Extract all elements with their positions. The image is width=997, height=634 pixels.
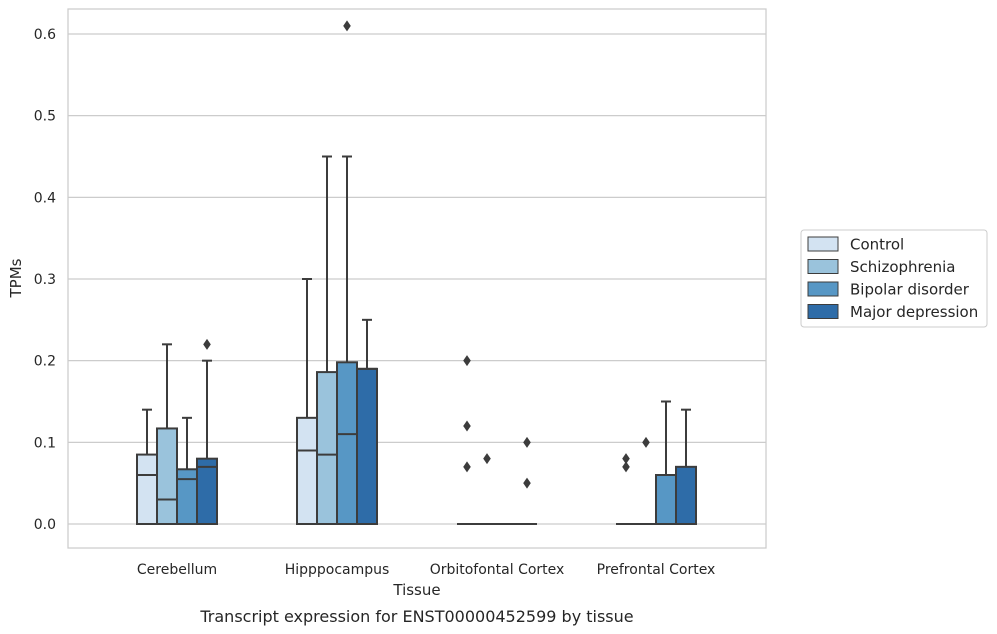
x-tick-label: Prefrontal Cortex [597, 562, 716, 578]
plot-area-frame [67, 8, 767, 549]
grid-lines [68, 33, 766, 525]
box-body [296, 416, 318, 526]
box-schizophrenia [636, 436, 656, 525]
box-major-depression [517, 436, 537, 525]
legend-label: Major depression [850, 303, 978, 321]
y-tick-label: 0.3 [34, 272, 56, 288]
x-tick-label: Hipppocampus [285, 562, 390, 578]
box-body [176, 468, 198, 525]
x-axis-label: Tissue [392, 581, 440, 599]
box-bipolar-disorder [336, 20, 358, 525]
y-tick-label: 0.4 [34, 190, 56, 206]
legend-label: Bipolar disorder [850, 281, 970, 299]
legend-label: Schizophrenia [850, 258, 955, 276]
box-body [675, 465, 697, 526]
outlier-point [483, 453, 491, 465]
x-axis-ticks: Cerebellum Hipppocampus Orbitofontal Corte… [137, 562, 715, 578]
chart-caption: Transcript expression for ENST0000045259… [199, 607, 633, 626]
y-tick-label: 0.0 [34, 517, 56, 533]
legend-swatch [807, 281, 839, 297]
box-major-depression [196, 338, 218, 525]
box-control [296, 278, 318, 526]
outlier-point [642, 436, 650, 448]
box-body [156, 427, 178, 526]
boxes [136, 20, 697, 526]
box-control [136, 408, 158, 526]
outlier-point [463, 461, 471, 473]
box-body [316, 371, 338, 525]
outlier-point [622, 453, 630, 465]
outlier-point [523, 436, 531, 448]
box-schizophrenia [316, 155, 338, 525]
box-body [356, 367, 378, 526]
box-body [655, 474, 677, 525]
y-tick-label: 0.2 [34, 354, 56, 370]
box-schizophrenia [477, 453, 497, 525]
box-control [457, 355, 477, 525]
legend: Control Schizophrenia Bipolar disorder Majo… [800, 229, 988, 328]
y-tick-label: 0.6 [34, 27, 56, 43]
legend-label: Control [850, 236, 904, 254]
legend-swatch [807, 304, 839, 319]
legend-item: Major depression [807, 303, 978, 321]
y-axis-ticks: 0.0 0.1 0.2 0.3 0.4 0.5 0.6 [34, 27, 56, 533]
outlier-point [463, 355, 471, 367]
box-body [336, 361, 358, 525]
y-tick-label: 0.1 [34, 435, 56, 451]
legend-item: Control [807, 236, 904, 254]
box-bipolar-disorder [655, 400, 677, 525]
outlier-point [622, 461, 630, 473]
x-tick-label: Orbitofontal Cortex [430, 562, 565, 578]
box-major-depression [356, 318, 378, 526]
y-tick-label: 0.5 [34, 109, 56, 125]
box-body [136, 453, 158, 526]
box-major-depression [675, 408, 697, 526]
outlier-point [463, 420, 471, 432]
legend-swatch [807, 259, 839, 274]
legend-item: Schizophrenia [807, 258, 955, 276]
box-schizophrenia [156, 343, 178, 526]
box-control [616, 453, 636, 525]
box-body [196, 457, 218, 525]
legend-frame [800, 229, 988, 328]
x-tick-label: Cerebellum [137, 562, 217, 578]
legend-item: Bipolar disorder [807, 281, 970, 299]
outlier-point [523, 477, 531, 489]
outlier-point [343, 20, 351, 32]
outlier-point [203, 338, 211, 350]
legend-swatch [807, 236, 839, 252]
y-axis-label: TPMs [7, 258, 25, 298]
box-bipolar-disorder [176, 416, 198, 525]
